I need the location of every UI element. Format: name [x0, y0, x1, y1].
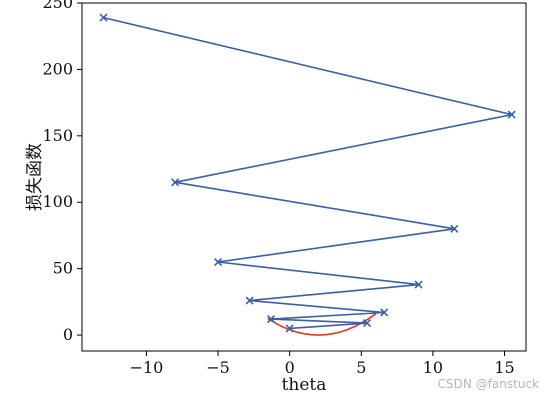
x-tick-label: 5	[356, 358, 366, 377]
y-tick-label: 150	[42, 126, 73, 145]
data-point-marker	[380, 308, 389, 317]
data-point-marker	[213, 257, 223, 267]
y-axis-label: 损失函数	[25, 143, 45, 211]
x-axis-label: theta	[282, 375, 327, 395]
data-point-marker	[450, 224, 459, 233]
y-tick-label: 0	[63, 325, 73, 344]
y-tick-label: 200	[42, 59, 73, 78]
plot-area	[81, 2, 527, 352]
x-tick-label: 10	[423, 358, 443, 377]
x-tick-label: 0	[285, 358, 295, 377]
x-tick-label: −5	[206, 358, 230, 377]
x-tick-label: −10	[130, 358, 164, 377]
y-axis: 0 50 100 150 200 250	[42, 0, 82, 344]
y-tick-label: 100	[42, 192, 73, 211]
data-point-marker	[99, 13, 108, 22]
y-tick-label: 50	[53, 259, 73, 278]
x-axis: −10 −5 0 5 10 15	[130, 351, 515, 377]
series-layer	[99, 13, 516, 336]
data-point-marker	[266, 315, 276, 324]
y-tick-label: 250	[42, 0, 73, 12]
data-point-marker	[245, 296, 254, 305]
data-point-marker	[285, 324, 294, 333]
x-tick-label: 15	[494, 358, 514, 377]
data-point-marker	[362, 319, 372, 328]
data-point-marker	[414, 280, 423, 289]
data-point-marker	[507, 110, 516, 119]
watermark-text: CSDN @fanstuck	[437, 377, 539, 391]
data-point-marker	[171, 178, 180, 187]
loss-curve-line	[267, 312, 377, 336]
